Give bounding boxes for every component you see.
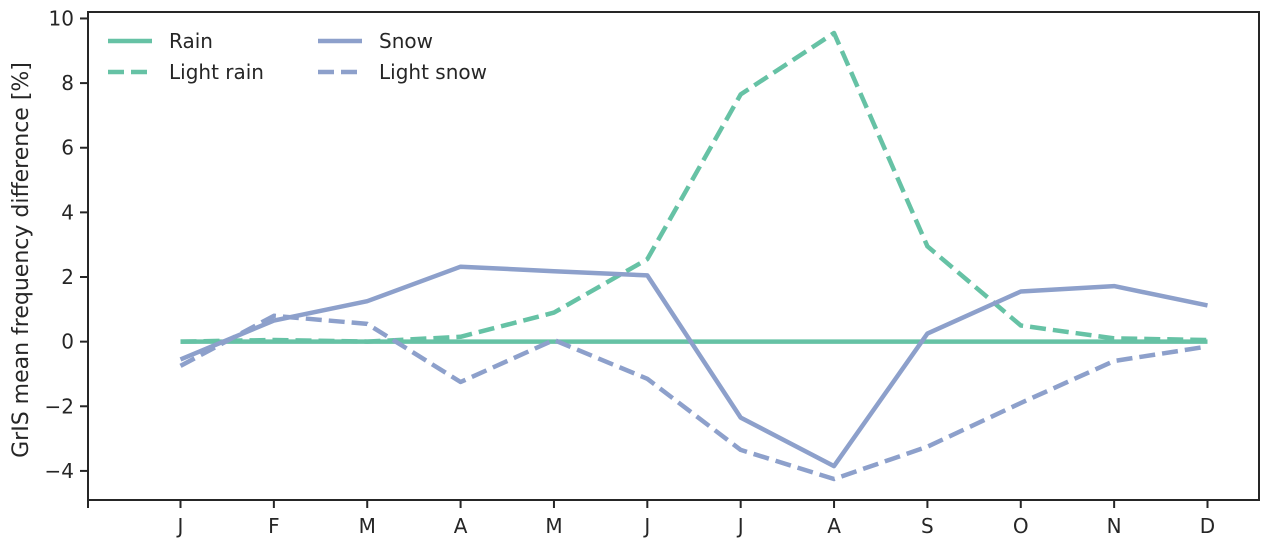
legend: Rain Light rain Snow Light snow bbox=[108, 29, 487, 84]
x-tick-label: D bbox=[1200, 514, 1215, 538]
x-tick-label: N bbox=[1107, 514, 1122, 538]
legend-label: Light rain bbox=[169, 60, 264, 84]
y-tick-label: 10 bbox=[49, 6, 74, 30]
y-ticks: −4 −2 0 2 4 6 8 10 bbox=[45, 6, 88, 483]
x-tick-label: S bbox=[921, 514, 934, 538]
series-line-light-snow bbox=[179, 313, 1208, 482]
y-tick-label: 0 bbox=[61, 330, 74, 354]
x-tick-label: M bbox=[359, 514, 376, 538]
x-tick-label: A bbox=[454, 514, 468, 538]
legend-label: Snow bbox=[379, 29, 433, 53]
legend-label: Rain bbox=[169, 29, 213, 53]
y-tick-label: 4 bbox=[61, 200, 74, 224]
y-tick-label: 6 bbox=[61, 136, 74, 160]
series-line-light-rain bbox=[180, 30, 1208, 344]
legend-label: Light snow bbox=[379, 60, 487, 84]
y-tick-label: −2 bbox=[45, 394, 74, 418]
y-tick-label: 2 bbox=[61, 265, 74, 289]
y-tick-label: −4 bbox=[45, 459, 74, 483]
series-lines bbox=[179, 30, 1208, 482]
y-axis-label: GrIS mean frequency difference [%] bbox=[9, 62, 34, 458]
y-tick-label: 8 bbox=[61, 71, 74, 95]
x-tick-label: J bbox=[736, 514, 744, 538]
x-tick-label: M bbox=[545, 514, 562, 538]
x-tick-label: J bbox=[642, 514, 650, 538]
series-line-snow bbox=[179, 264, 1208, 469]
x-tick-label: J bbox=[176, 514, 184, 538]
plot-frame bbox=[87, 11, 1260, 501]
x-tick-label: F bbox=[268, 514, 280, 538]
x-tick-label: A bbox=[827, 514, 841, 538]
x-tick-label: O bbox=[1013, 514, 1029, 538]
